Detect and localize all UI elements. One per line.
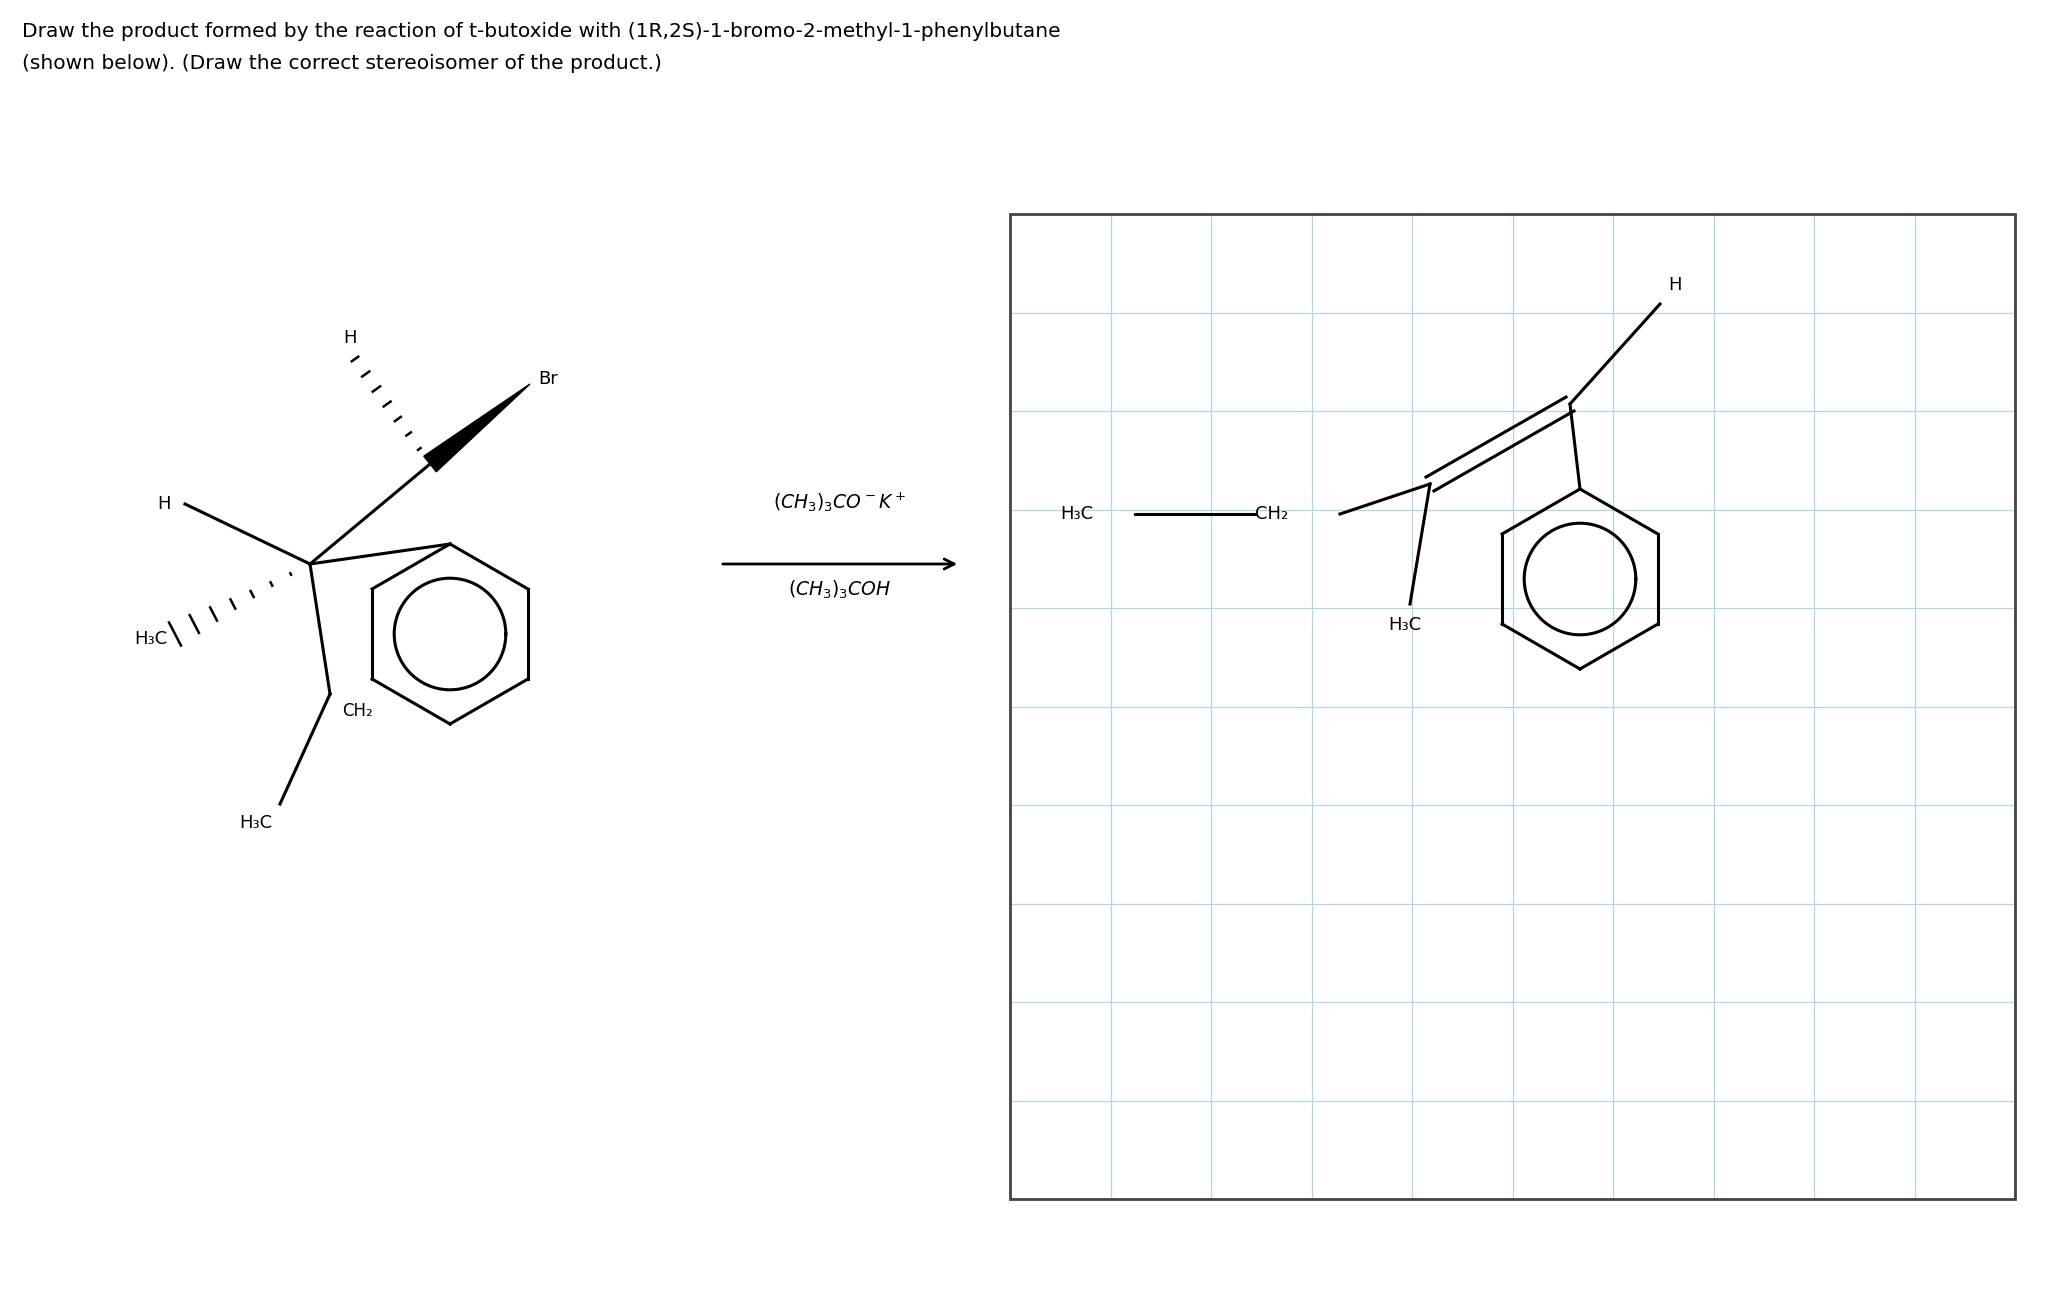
Text: H: H <box>1667 276 1682 294</box>
Text: CH₂: CH₂ <box>1254 505 1289 523</box>
Polygon shape <box>424 384 530 472</box>
Text: H₃C: H₃C <box>239 814 272 832</box>
Text: H₃C: H₃C <box>133 630 168 648</box>
Text: (shown below). (Draw the correct stereoisomer of the product.): (shown below). (Draw the correct stereoi… <box>23 54 661 72</box>
Bar <box>1011 214 2015 1200</box>
Text: CH₂: CH₂ <box>342 703 372 719</box>
Text: $\left(CH_3\right)_3CO^- K^+$: $\left(CH_3\right)_3CO^- K^+$ <box>773 490 906 514</box>
Text: H₃C: H₃C <box>1060 505 1093 523</box>
Text: Draw the product formed by the reaction of t-butoxide with (1R,2S)-1-bromo-2-met: Draw the product formed by the reaction … <box>23 22 1060 41</box>
Text: H: H <box>158 496 172 512</box>
Text: H₃C: H₃C <box>1389 616 1422 634</box>
Text: H: H <box>344 329 356 347</box>
Text: $\left(CH_3\right)_3COH$: $\left(CH_3\right)_3COH$ <box>788 578 892 602</box>
Text: Br: Br <box>538 370 559 388</box>
